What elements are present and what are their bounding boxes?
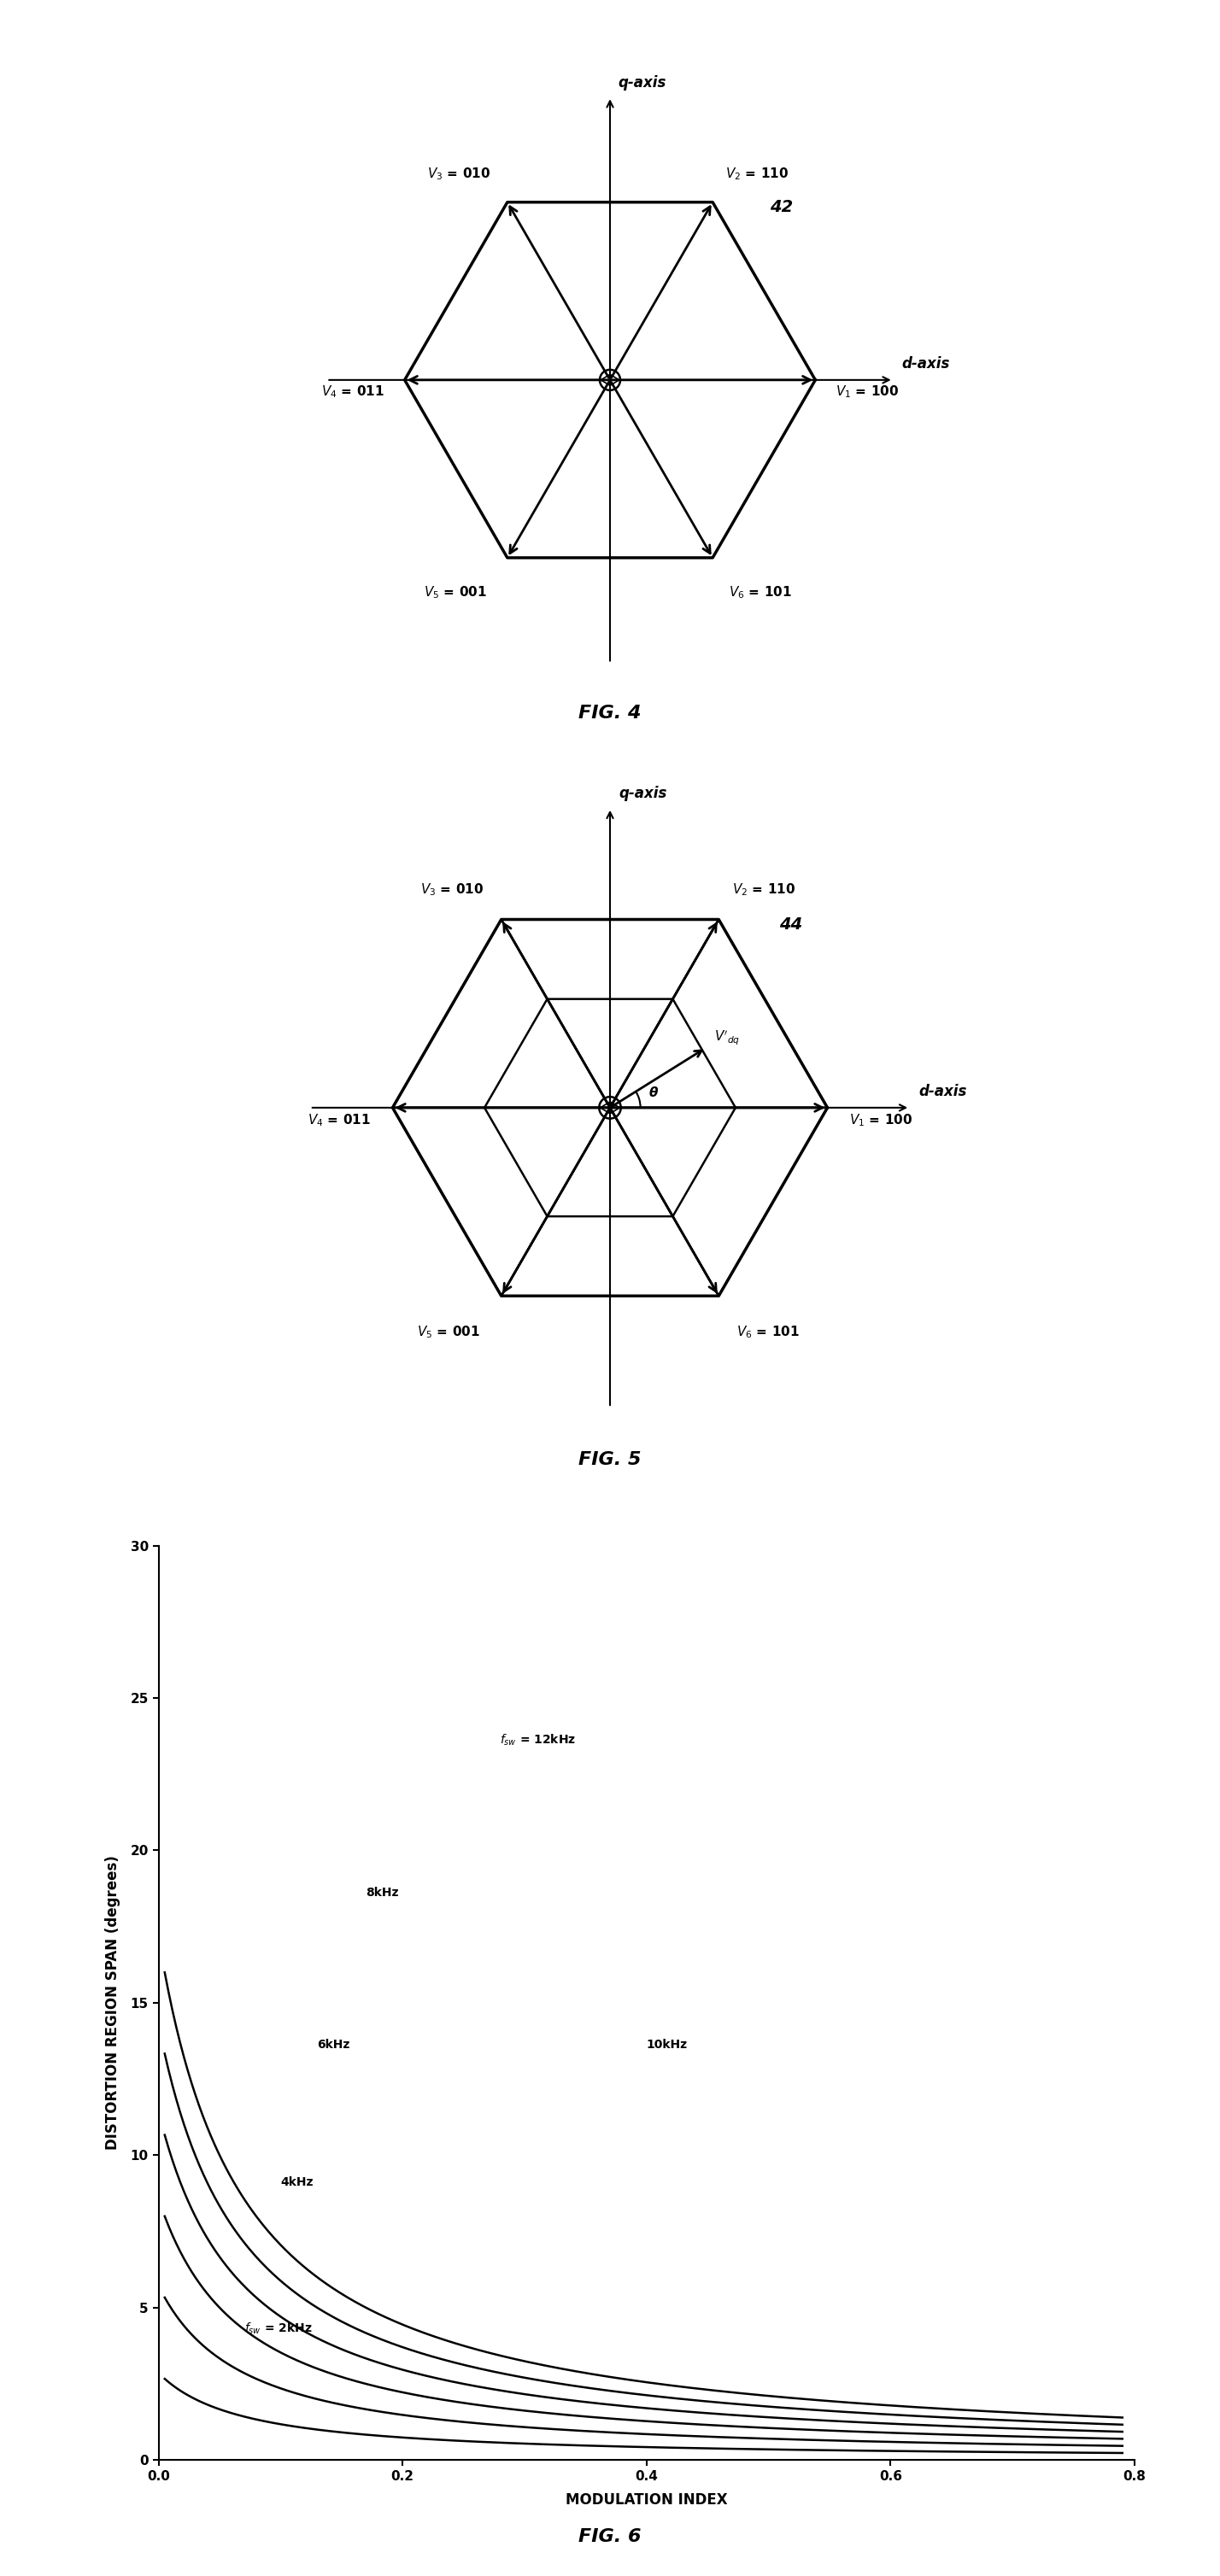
Text: $V_4$ = 011: $V_4$ = 011: [307, 1113, 371, 1128]
Text: d-axis: d-axis: [919, 1084, 967, 1100]
Text: $V_1$ = 100: $V_1$ = 100: [849, 1113, 913, 1128]
Text: 44: 44: [780, 917, 803, 933]
Text: $V_2$ = 110: $V_2$ = 110: [725, 165, 788, 183]
Text: d-axis: d-axis: [902, 355, 949, 371]
Text: $V_1$ = 100: $V_1$ = 100: [836, 384, 899, 399]
Text: 4kHz: 4kHz: [281, 2177, 314, 2187]
Text: 8kHz: 8kHz: [366, 1886, 399, 1899]
Text: $f_{sw}$ = 12kHz: $f_{sw}$ = 12kHz: [500, 1734, 576, 1747]
Text: FIG. 5: FIG. 5: [578, 1450, 642, 1468]
Y-axis label: DISTORTION REGION SPAN (degrees): DISTORTION REGION SPAN (degrees): [105, 1855, 121, 2151]
Text: $V_6$ = 101: $V_6$ = 101: [730, 585, 792, 600]
Text: $V_4$ = 011: $V_4$ = 011: [321, 384, 384, 399]
Text: θ: θ: [649, 1087, 658, 1100]
Text: $V'_{dq}$: $V'_{dq}$: [715, 1028, 741, 1046]
Text: $V_5$ = 001: $V_5$ = 001: [416, 1324, 479, 1340]
Text: $V_2$ = 110: $V_2$ = 110: [732, 881, 795, 896]
Text: FIG. 4: FIG. 4: [578, 703, 642, 721]
Text: FIG. 6: FIG. 6: [578, 2527, 642, 2545]
Text: q-axis: q-axis: [619, 75, 666, 90]
Text: 42: 42: [770, 198, 793, 214]
Text: $V_3$ = 010: $V_3$ = 010: [427, 165, 490, 183]
Text: q-axis: q-axis: [619, 786, 667, 801]
Text: 10kHz: 10kHz: [647, 2040, 688, 2050]
Text: $V_3$ = 010: $V_3$ = 010: [421, 881, 484, 896]
Text: 6kHz: 6kHz: [317, 2040, 350, 2050]
Text: $f_{sw}$ = 2kHz: $f_{sw}$ = 2kHz: [244, 2321, 312, 2336]
Text: $V_6$ = 101: $V_6$ = 101: [736, 1324, 799, 1340]
Text: $V_5$ = 001: $V_5$ = 001: [423, 585, 487, 600]
X-axis label: MODULATION INDEX: MODULATION INDEX: [566, 2494, 727, 2509]
